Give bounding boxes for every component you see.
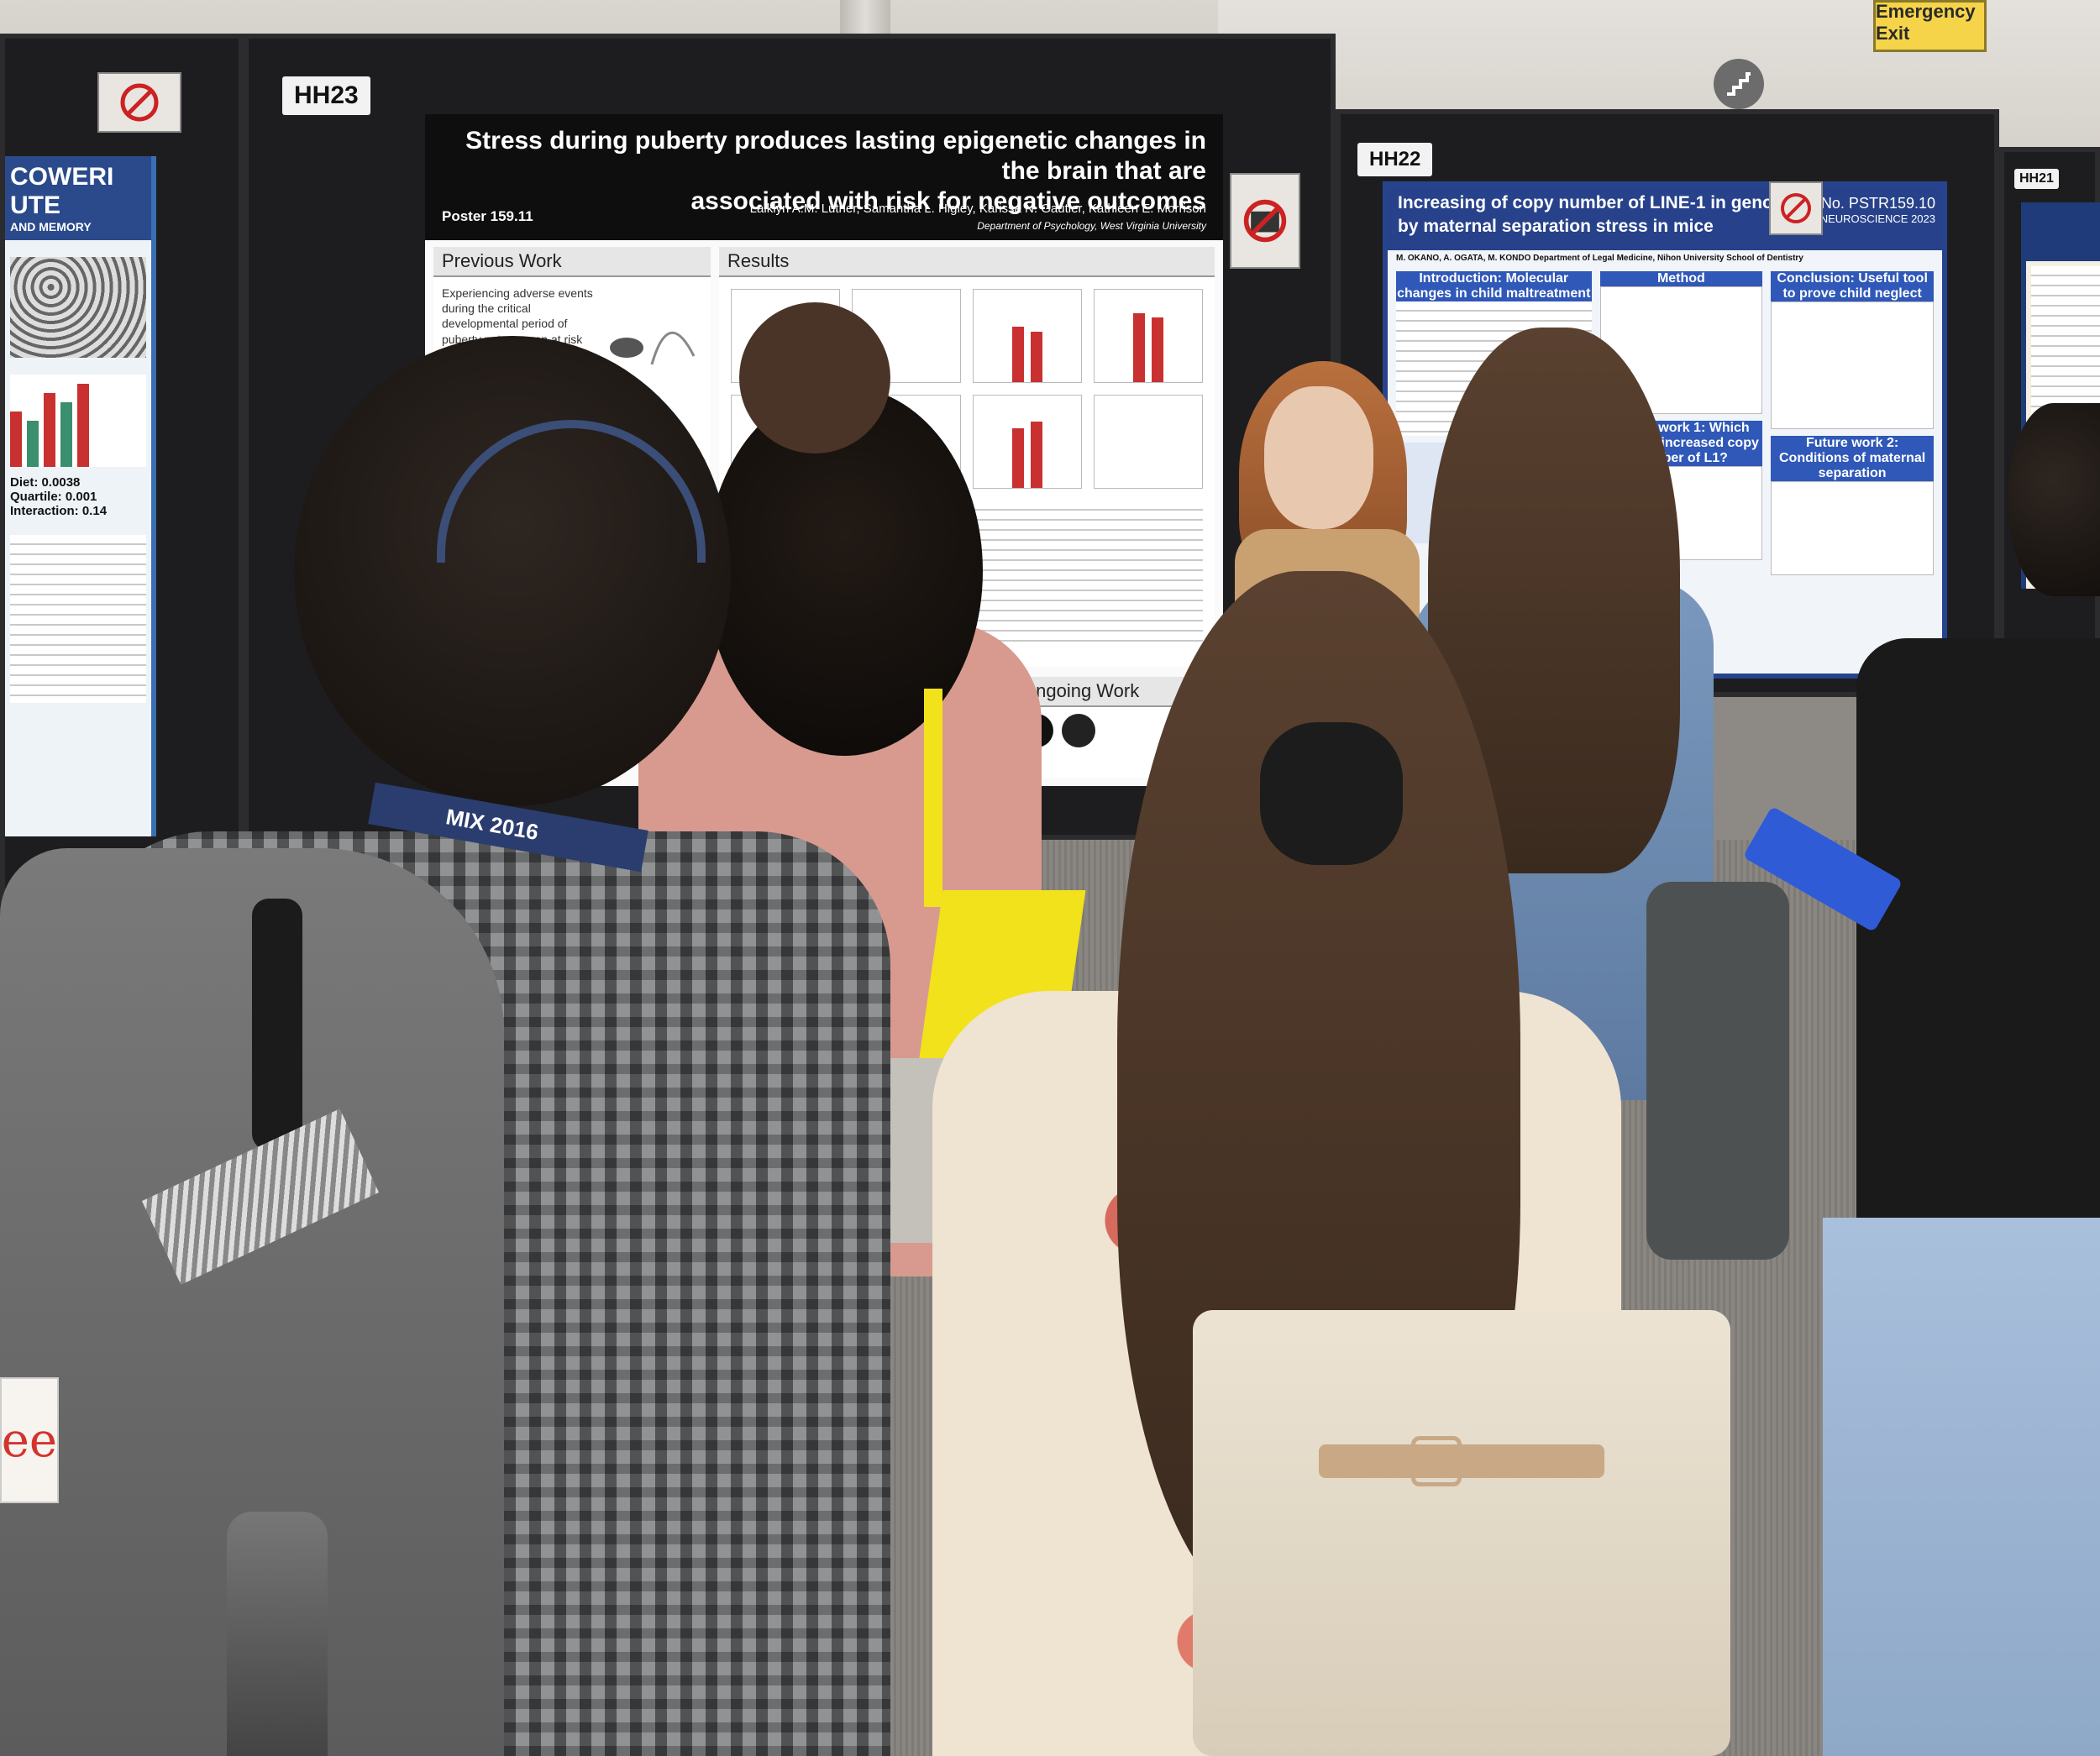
poster-left-title-line2: UTE xyxy=(10,191,60,219)
bar xyxy=(1012,327,1024,382)
presenter-face xyxy=(1264,386,1373,529)
poster-right-authors: M. OKANO, A. OGATA, M. KONDO Department … xyxy=(1396,254,1803,263)
bar xyxy=(44,393,55,467)
results-plot xyxy=(1094,395,1203,489)
poster-main-header: Stress during puberty produces lasting e… xyxy=(425,114,1223,240)
poster-left: COWERI UTE AND MEMORY Diet: 0.0038 Quart… xyxy=(5,156,156,836)
cream-satchel-bag xyxy=(1193,1310,1730,1756)
emergency-exit-sign: Emergency Exit xyxy=(1873,0,1987,52)
bag-tag: ee xyxy=(0,1377,59,1503)
poster-left-micrograph xyxy=(10,257,146,358)
box-heading-conclusion: Conclusion: Useful tool to prove child n… xyxy=(1771,271,1934,301)
stat-line: Interaction: 0.14 xyxy=(10,504,108,518)
no-camera-icon xyxy=(120,83,159,122)
person-right-jeans xyxy=(1823,1218,2100,1756)
future2-figure xyxy=(1771,481,1934,575)
results-plot xyxy=(973,289,1082,383)
satchel-strap xyxy=(1319,1444,1604,1478)
emergency-exit-text: Emergency Exit xyxy=(1876,1,1976,44)
conclusion-figure xyxy=(1771,301,1934,429)
poster-right-title-line1: Increasing of copy number of LINE-1 in g… xyxy=(1398,193,1847,212)
poster-right-number: No. PSTR159.10 xyxy=(1820,195,1935,212)
poster-left-title-line1: COWERI xyxy=(10,163,114,191)
bar xyxy=(10,411,22,467)
no-camera-icon xyxy=(1243,199,1287,243)
poster-far-right-header xyxy=(2026,202,2100,261)
no-camera-icon xyxy=(1781,193,1811,223)
bar xyxy=(60,402,72,467)
stairs-sign xyxy=(1714,59,1764,109)
box-heading-intro: Introduction: Molecular changes in child… xyxy=(1396,271,1592,301)
poster-board-left: COWERI UTE AND MEMORY Diet: 0.0038 Quart… xyxy=(0,34,244,941)
board-label-hh21: HH21 xyxy=(2014,169,2059,189)
stairs-icon xyxy=(1727,72,1751,96)
bar xyxy=(1031,331,1042,382)
bar xyxy=(77,384,89,467)
section-results-heading: Results xyxy=(719,247,1215,277)
results-plot xyxy=(1094,289,1203,383)
person-right-jacket xyxy=(1856,638,2100,1327)
no-photo-sign xyxy=(97,72,181,133)
poster-number: Poster 159.11 xyxy=(442,208,533,224)
person-plaid-hair xyxy=(294,336,731,806)
poster-left-subtitle: AND MEMORY xyxy=(10,220,92,233)
bar xyxy=(1012,427,1024,488)
bar xyxy=(27,421,39,467)
results-plot xyxy=(973,395,1082,489)
board-label-hh23: HH23 xyxy=(282,76,370,115)
box-heading-future2: Future work 2: Conditions of maternal se… xyxy=(1771,436,1934,481)
poster-left-stats: Diet: 0.0038 Quartile: 0.001 Interaction… xyxy=(10,475,146,518)
poster-right-conclusion-column: Conclusion: Useful tool to prove child n… xyxy=(1771,271,1934,575)
poster-right-conference: NEUROSCIENCE 2023 xyxy=(1819,212,1935,225)
satchel-buckle xyxy=(1411,1436,1462,1486)
poster-left-title: COWERI UTE AND MEMORY xyxy=(5,156,151,240)
poster-left-text-block xyxy=(10,535,146,703)
bar xyxy=(1152,317,1163,382)
mouse-diagram-icon xyxy=(610,331,696,365)
yellow-bag-strap xyxy=(924,689,942,907)
poster-main-title-line2: associated with risk for negative outcom… xyxy=(690,187,1206,215)
bag-tag-text: ee xyxy=(1,1413,57,1468)
no-photo-sign xyxy=(1769,181,1823,235)
lanyard-text: MIX 2016 xyxy=(444,803,541,845)
person-right-hair xyxy=(2008,403,2100,596)
person-background-head xyxy=(739,302,890,453)
poster-left-bar-chart xyxy=(10,375,146,467)
bar xyxy=(1133,312,1145,382)
bar xyxy=(1031,421,1042,488)
poster-right-title-line2: by maternal separation stress in mice xyxy=(1398,217,1714,237)
gray-tote-bag xyxy=(1646,882,1789,1260)
box-heading-method: Method xyxy=(1599,271,1763,286)
hair-claw-clip xyxy=(1260,722,1403,865)
stat-line: Quartile: 0.001 xyxy=(10,490,97,504)
water-bottle xyxy=(227,1512,328,1756)
poster-affiliation: Department of Psychology, West Virginia … xyxy=(977,220,1206,232)
micrograph-thumbnail xyxy=(1062,714,1095,747)
no-photo-sign xyxy=(1230,173,1300,269)
stat-line: Diet: 0.0038 xyxy=(10,475,81,490)
poster-main-title-line1: Stress during puberty produces lasting e… xyxy=(465,127,1206,185)
poster-main-title: Stress during puberty produces lasting e… xyxy=(442,126,1206,217)
section-previous-work-heading: Previous Work xyxy=(433,247,711,277)
backpack-strap xyxy=(252,899,302,1151)
board-label-hh22: HH22 xyxy=(1357,143,1433,176)
poster-authors: Laiklyn A.M. Luther, Samantha L. Higley,… xyxy=(749,202,1206,216)
poster-right-number-block: No. PSTR159.10 NEUROSCIENCE 2023 xyxy=(1819,195,1935,225)
